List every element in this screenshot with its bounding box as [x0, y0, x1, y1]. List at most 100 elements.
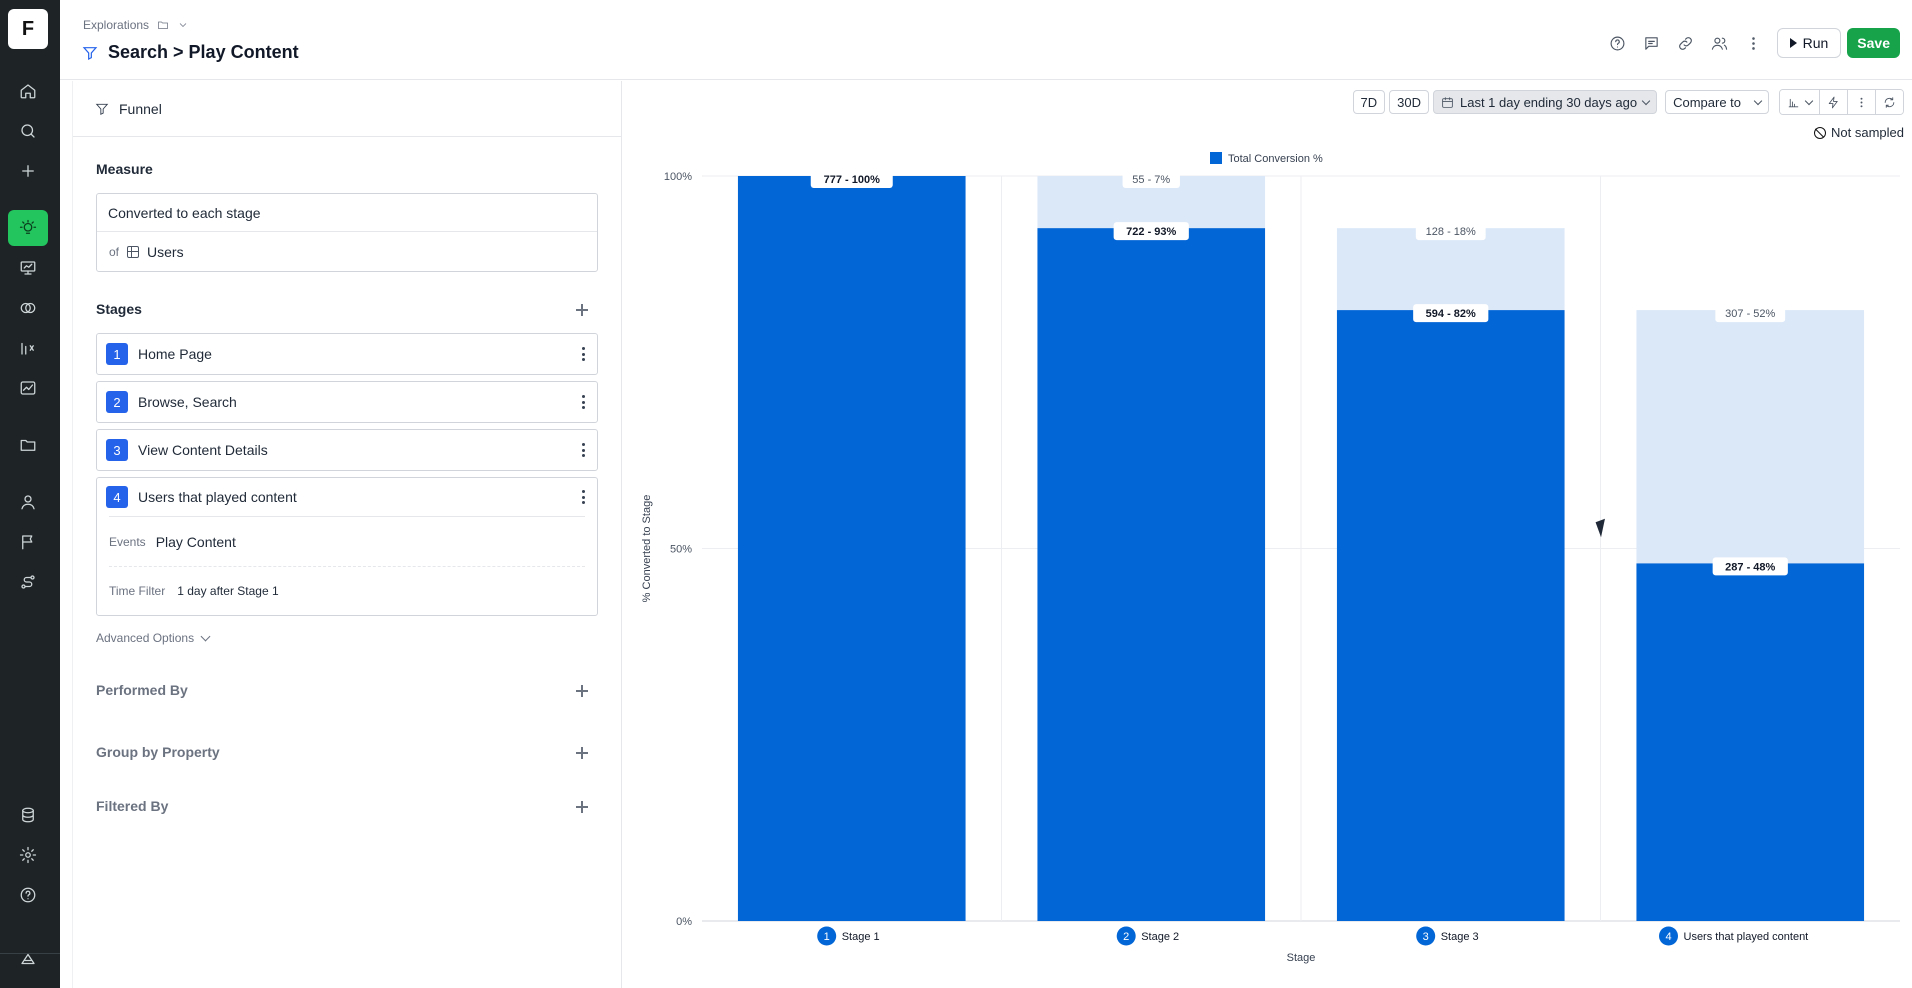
- home-icon[interactable]: [8, 73, 48, 109]
- chart-type-selector[interactable]: Funnel: [73, 81, 621, 137]
- more-vertical-icon[interactable]: [581, 490, 585, 504]
- dropoff-label: 307 - 52%: [1725, 308, 1775, 320]
- events-row[interactable]: Events Play Content: [109, 517, 585, 567]
- more-vertical-icon[interactable]: [581, 443, 585, 457]
- chevron-down-icon[interactable]: [177, 19, 189, 31]
- add-stage-icon[interactable]: [575, 303, 589, 317]
- x-axis-label: Stage: [1287, 952, 1316, 964]
- filtered-by-label[interactable]: Filtered By: [96, 798, 169, 814]
- measure-box: Converted to each stage of Users: [96, 193, 598, 272]
- chart-more-button[interactable]: [1848, 90, 1876, 114]
- converted-label-bg: [1113, 222, 1189, 241]
- stage-label: Users that played content: [138, 489, 297, 505]
- advanced-options-label: Advanced Options: [96, 631, 195, 645]
- chart-type-button[interactable]: [1780, 90, 1820, 114]
- measure-of-select[interactable]: of Users: [97, 232, 597, 271]
- lightbulb-icon[interactable]: [8, 210, 48, 246]
- folder-icon[interactable]: [8, 427, 48, 463]
- group-by-label[interactable]: Group by Property: [96, 744, 220, 760]
- stage-row[interactable]: 1 Home Page: [96, 333, 598, 375]
- breadcrumb-explorations[interactable]: Explorations: [83, 18, 150, 32]
- chart-line-icon[interactable]: [8, 370, 48, 406]
- more-vertical-icon[interactable]: [1737, 30, 1771, 56]
- x-tick-number: 2: [1123, 931, 1129, 943]
- add-filter-icon[interactable]: [575, 800, 589, 814]
- page-title[interactable]: Search > Play Content: [108, 42, 299, 62]
- run-label: Run: [1802, 35, 1829, 51]
- nav-rail: F: [0, 0, 60, 988]
- x-tick-number: 1: [824, 931, 830, 943]
- formula-icon[interactable]: [8, 330, 48, 366]
- events-value[interactable]: Play Content: [155, 533, 236, 550]
- routes-icon[interactable]: [8, 564, 48, 600]
- comment-icon[interactable]: [1635, 30, 1669, 56]
- performed-by-label[interactable]: Performed By: [96, 682, 188, 698]
- stage-row-expanded[interactable]: 4 Users that played content Events Play C…: [96, 477, 598, 616]
- measure-select[interactable]: Converted to each stage: [97, 194, 597, 232]
- x-tick-number: 4: [1665, 931, 1671, 943]
- range-7d-button[interactable]: 7D: [1352, 90, 1386, 114]
- view-options: [1779, 89, 1904, 115]
- more-vertical-icon[interactable]: [581, 347, 585, 361]
- breadcrumb[interactable]: Explorations: [83, 18, 189, 32]
- stage-row[interactable]: 3 View Content Details: [96, 429, 598, 471]
- run-button[interactable]: Run: [1776, 28, 1842, 58]
- range-30d-button[interactable]: 30D: [1389, 90, 1429, 114]
- link-icon[interactable]: [1669, 30, 1703, 56]
- add-performed-by-icon[interactable]: [575, 684, 589, 698]
- search-icon[interactable]: [8, 113, 48, 149]
- insights-button[interactable]: [1820, 90, 1848, 114]
- header-actions: Run Save: [1601, 28, 1912, 58]
- brand-icon[interactable]: [8, 941, 48, 977]
- share-users-icon[interactable]: [1703, 30, 1737, 56]
- bar-chart-icon: [1788, 98, 1799, 107]
- converted-bar: [737, 176, 966, 921]
- help-icon[interactable]: [8, 877, 48, 913]
- converted-label-bg: [1413, 304, 1489, 323]
- converted-label: 287 - 48%: [1725, 561, 1775, 573]
- presentation-icon[interactable]: [8, 250, 48, 286]
- y-tick-label: 100%: [664, 171, 692, 183]
- flag-icon[interactable]: [8, 524, 48, 560]
- funnel-icon: [95, 103, 109, 115]
- stage-row[interactable]: 2 Browse, Search: [96, 381, 598, 423]
- folder-icon[interactable]: [157, 19, 169, 31]
- query-panel: Funnel Measure Converted to each stage o…: [72, 81, 622, 988]
- more-vertical-icon[interactable]: [581, 395, 585, 409]
- app-logo[interactable]: F: [8, 9, 48, 49]
- time-filter-row[interactable]: Time Filter 1 day after Stage 1: [109, 567, 585, 615]
- save-button[interactable]: Save: [1847, 28, 1900, 58]
- of-label: of: [109, 244, 120, 259]
- converted-bar: [1037, 228, 1266, 921]
- dropoff-label: 128 - 18%: [1426, 226, 1476, 238]
- rail-divider: [0, 953, 60, 954]
- play-icon: [1789, 38, 1797, 48]
- advanced-options-toggle[interactable]: Advanced Options: [96, 631, 211, 645]
- time-filter-value[interactable]: 1 day after Stage 1: [177, 584, 279, 598]
- gear-icon[interactable]: [8, 837, 48, 873]
- help-icon[interactable]: [1601, 30, 1635, 56]
- refresh-button[interactable]: [1876, 90, 1903, 114]
- database-icon[interactable]: [8, 797, 48, 833]
- calendar-icon: [1442, 96, 1453, 108]
- stage-label: Browse, Search: [138, 394, 237, 410]
- sampling-status[interactable]: Not sampled: [1814, 125, 1904, 140]
- events-label: Events: [109, 534, 146, 549]
- user-icon[interactable]: [8, 484, 48, 520]
- add-group-by-icon[interactable]: [575, 746, 589, 760]
- time-filter-label: Time Filter: [109, 584, 166, 598]
- x-tick-number: 3: [1423, 931, 1429, 943]
- stage-label: View Content Details: [138, 442, 268, 458]
- compare-to-select[interactable]: Compare to: [1665, 90, 1769, 114]
- converted-label: 594 - 82%: [1426, 308, 1476, 320]
- compare-to-label: Compare to: [1673, 94, 1741, 110]
- x-tick-badge: [1416, 926, 1436, 946]
- measure-label: Measure: [96, 161, 153, 177]
- chart-area: 7D 30D Last 1 day ending 30 days ago Com…: [622, 81, 1912, 988]
- page-header: Explorations Search > Play Content Run S…: [60, 0, 1912, 80]
- plus-icon[interactable]: [8, 153, 48, 189]
- date-range-picker[interactable]: Last 1 day ending 30 days ago: [1432, 90, 1658, 114]
- of-value: Users: [147, 243, 184, 260]
- overlap-circles-icon[interactable]: [8, 290, 48, 326]
- funnel-chart: 0% 50% 100% % Converted to Stage Total Conve…: [641, 152, 1900, 964]
